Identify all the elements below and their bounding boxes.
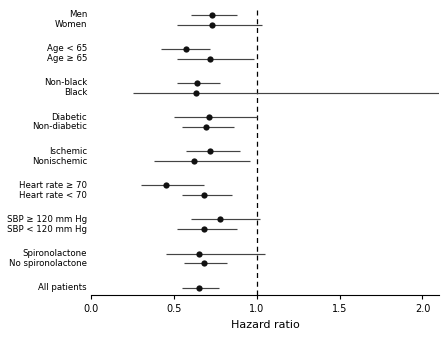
X-axis label: Hazard ratio: Hazard ratio — [231, 320, 300, 330]
